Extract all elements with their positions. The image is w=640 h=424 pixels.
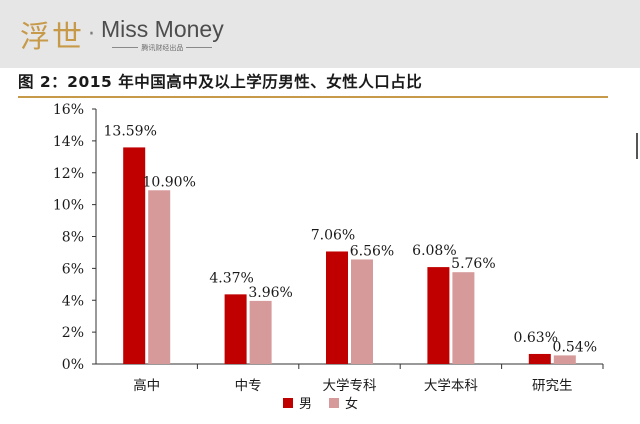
- logo-english: Miss Money: [101, 15, 224, 42]
- bar-female: [553, 355, 576, 364]
- bar-male: [528, 353, 551, 364]
- logo-dot: ·: [88, 21, 95, 47]
- data-label: 0.63%: [514, 330, 558, 346]
- y-tick-label: 8%: [62, 230, 84, 246]
- y-tick-label: 6%: [62, 261, 84, 277]
- data-label: 5.76%: [451, 256, 495, 272]
- logo-rule-left: [112, 47, 139, 48]
- data-label: 0.54%: [553, 339, 597, 355]
- category-label: 研究生: [532, 378, 573, 394]
- side-scroll-mark: [636, 133, 638, 159]
- legend-label: 女: [345, 396, 358, 412]
- bar-male: [224, 294, 247, 364]
- logo-subtitle-text: 腾讯财经出品: [141, 43, 184, 52]
- data-label: 4.37%: [209, 270, 253, 286]
- bar-male: [427, 267, 450, 364]
- chart-title: 图 2：2015 年中国高中及以上学历男性、女性人口占比: [18, 73, 423, 91]
- data-label: 7.06%: [311, 227, 355, 243]
- y-tick-label: 4%: [62, 293, 84, 309]
- logo-subtitle: 腾讯财经出品: [112, 43, 213, 53]
- header-band: [0, 0, 640, 68]
- bar-female: [148, 190, 171, 364]
- legend-label: 男: [299, 397, 312, 412]
- data-label: 6.56%: [350, 243, 394, 259]
- y-tick-label: 14%: [53, 134, 84, 150]
- legend-swatch-female: [329, 398, 339, 408]
- data-label: 10.90%: [143, 174, 196, 190]
- data-label: 6.08%: [412, 243, 456, 259]
- legend-swatch-male: [283, 398, 293, 408]
- logo-chinese: 浮世: [20, 20, 84, 55]
- y-tick-label: 0%: [62, 357, 84, 373]
- y-tick-label: 12%: [53, 166, 84, 182]
- bar-female: [249, 300, 272, 364]
- title-rule: [18, 96, 608, 98]
- bar-female: [452, 272, 475, 364]
- bar-male: [326, 251, 348, 364]
- category-label: 高中: [133, 377, 160, 394]
- y-tick-label: 2%: [62, 325, 84, 341]
- data-label: 3.96%: [248, 285, 292, 301]
- data-label: 13.59%: [104, 123, 157, 139]
- logo-english-block: Miss Money 腾讯财经出品: [101, 16, 224, 53]
- bar-male: [123, 147, 146, 364]
- category-label: 大学专科: [323, 378, 377, 394]
- category-label: 大学本科: [424, 378, 478, 394]
- y-tick-label: 16%: [53, 102, 84, 118]
- logo-rule-right: [186, 47, 213, 48]
- category-label: 中专: [235, 378, 262, 394]
- bar-female: [351, 259, 373, 364]
- y-tick-label: 10%: [53, 198, 84, 214]
- logo: 浮世 · Miss Money 腾讯财经出品: [20, 12, 224, 56]
